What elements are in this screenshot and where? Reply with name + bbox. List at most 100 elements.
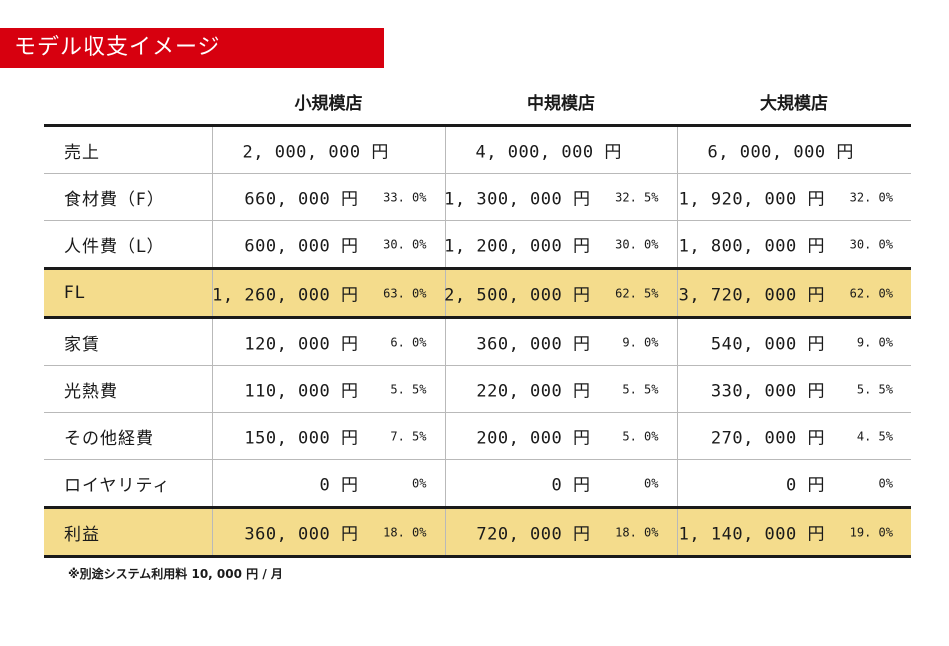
- value-cell: 1, 260, 000 円 63. 0%: [211, 267, 445, 319]
- amount: 2, 500, 000 円: [444, 285, 591, 306]
- amount: 4, 000, 000 円: [475, 142, 622, 163]
- value-cell: 270, 000 円 4. 5%: [676, 412, 911, 460]
- value-cell: 540, 000 円 9. 0%: [676, 317, 911, 366]
- amount: 110, 000 円: [244, 381, 359, 402]
- value-cell: 1, 300, 000 円 32. 5%: [444, 173, 677, 221]
- amount: 1, 200, 000 円: [444, 236, 591, 257]
- amount: 1, 300, 000 円: [444, 189, 591, 210]
- value-cell: 360, 000 円 18. 0%: [211, 507, 445, 558]
- amount: 3, 720, 000 円: [678, 285, 825, 306]
- amount: 2, 000, 000 円: [242, 142, 389, 163]
- value-cell: 120, 000 円 6. 0%: [211, 317, 445, 366]
- table-row-fl: FL 1, 260, 000 円 63. 0% 2, 500, 000 円 62. …: [44, 267, 911, 319]
- value-cell: 1, 800, 000 円 30. 0%: [676, 220, 911, 269]
- amount: 0 円: [319, 475, 359, 496]
- table-row-profit: 利益 360, 000 円 18. 0% 720, 000 円 18. 0% 1, …: [44, 507, 911, 558]
- amount: 0 円: [551, 475, 591, 496]
- amount: 270, 000 円: [710, 428, 825, 449]
- percentage: 63. 0%: [383, 286, 427, 301]
- footnote: ※別途システム利用料 10, 000 円 / 月: [68, 567, 283, 581]
- amount: 600, 000 円: [244, 236, 359, 257]
- page-title: モデル収支イメージ: [0, 28, 384, 68]
- value-cell: 4, 000, 000 円: [444, 124, 677, 174]
- row-label: FL: [44, 267, 212, 319]
- amount: 1, 140, 000 円: [678, 524, 825, 545]
- percentage: 33. 0%: [383, 190, 427, 205]
- value-cell: 0 円 0%: [211, 459, 445, 509]
- value-cell: 600, 000 円 30. 0%: [211, 220, 445, 269]
- value-cell: 6, 000, 000 円: [676, 124, 911, 174]
- value-cell: 200, 000 円 5. 0%: [444, 412, 677, 460]
- percentage: 30. 0%: [849, 237, 893, 252]
- percentage: 9. 0%: [622, 335, 659, 350]
- percentage: 4. 5%: [856, 429, 893, 444]
- percentage: 32. 0%: [849, 190, 893, 205]
- income-table: 売上 2, 000, 000 円 4, 000, 000 円 6, 000, 0…: [44, 124, 911, 558]
- percentage: 32. 5%: [615, 190, 659, 205]
- value-cell: 1, 200, 000 円 30. 0%: [444, 220, 677, 269]
- column-header-small: 小規模店: [294, 94, 363, 114]
- value-cell: 2, 500, 000 円 62. 5%: [444, 267, 677, 319]
- table-row-other-expenses: その他経費 150, 000 円 7. 5% 200, 000 円 5. 0% 27…: [44, 412, 911, 460]
- value-cell: 150, 000 円 7. 5%: [211, 412, 445, 460]
- percentage: 19. 0%: [849, 525, 893, 540]
- percentage: 62. 0%: [849, 286, 893, 301]
- amount: 220, 000 円: [476, 381, 591, 402]
- row-label: 利益: [44, 507, 212, 558]
- table-row-utilities: 光熱費 110, 000 円 5. 5% 220, 000 円 5. 5% 330,…: [44, 365, 911, 413]
- amount: 360, 000 円: [244, 524, 359, 545]
- percentage: 5. 5%: [390, 382, 427, 397]
- value-cell: 2, 000, 000 円: [211, 124, 445, 174]
- table-row-labor-cost: 人件費（L） 600, 000 円 30. 0% 1, 200, 000 円 30.…: [44, 220, 911, 269]
- table-row-sales: 売上 2, 000, 000 円 4, 000, 000 円 6, 000, 0…: [44, 124, 911, 174]
- percentage: 5. 5%: [856, 382, 893, 397]
- amount: 1, 800, 000 円: [678, 236, 825, 257]
- value-cell: 360, 000 円 9. 0%: [444, 317, 677, 366]
- percentage: 30. 0%: [383, 237, 427, 252]
- value-cell: 1, 920, 000 円 32. 0%: [676, 173, 911, 221]
- value-cell: 0 円 0%: [444, 459, 677, 509]
- amount: 6, 000, 000 円: [707, 142, 854, 163]
- value-cell: 720, 000 円 18. 0%: [444, 507, 677, 558]
- value-cell: 660, 000 円 33. 0%: [211, 173, 445, 221]
- row-label: 家賃: [44, 317, 212, 366]
- percentage: 18. 0%: [383, 525, 427, 540]
- percentage: 18. 0%: [615, 525, 659, 540]
- amount: 1, 920, 000 円: [678, 189, 825, 210]
- amount: 720, 000 円: [476, 524, 591, 545]
- row-label: 光熱費: [44, 365, 212, 413]
- percentage: 9. 0%: [856, 335, 893, 350]
- value-cell: 0 円 0%: [676, 459, 911, 509]
- percentage: 0%: [644, 476, 659, 491]
- amount: 360, 000 円: [476, 334, 591, 355]
- value-cell: 1, 140, 000 円 19. 0%: [676, 507, 911, 558]
- percentage: 0%: [878, 476, 893, 491]
- amount: 120, 000 円: [244, 334, 359, 355]
- amount: 660, 000 円: [244, 189, 359, 210]
- value-cell: 3, 720, 000 円 62. 0%: [676, 267, 911, 319]
- percentage: 0%: [412, 476, 427, 491]
- amount: 1, 260, 000 円: [212, 285, 359, 306]
- row-label: ロイヤリティ: [44, 459, 212, 509]
- amount: 150, 000 円: [244, 428, 359, 449]
- table-row-royalty: ロイヤリティ 0 円 0% 0 円 0% 0 円 0%: [44, 459, 911, 509]
- value-cell: 220, 000 円 5. 5%: [444, 365, 677, 413]
- amount: 330, 000 円: [710, 381, 825, 402]
- row-label: その他経費: [44, 412, 212, 460]
- amount: 540, 000 円: [710, 334, 825, 355]
- table-row-food-cost: 食材費（F） 660, 000 円 33. 0% 1, 300, 000 円 32.…: [44, 173, 911, 221]
- column-headers: 小規模店 中規模店 大規模店: [44, 88, 911, 124]
- row-label: 人件費（L）: [44, 220, 212, 269]
- column-header-large: 大規模店: [760, 94, 828, 114]
- percentage: 62. 5%: [615, 286, 659, 301]
- percentage: 5. 5%: [622, 382, 659, 397]
- value-cell: 330, 000 円 5. 5%: [676, 365, 911, 413]
- percentage: 30. 0%: [615, 237, 659, 252]
- percentage: 5. 0%: [622, 429, 659, 444]
- table-row-rent: 家賃 120, 000 円 6. 0% 360, 000 円 9. 0% 540, …: [44, 317, 911, 366]
- amount: 200, 000 円: [476, 428, 591, 449]
- column-header-medium: 中規模店: [527, 94, 595, 114]
- amount: 0 円: [786, 475, 825, 496]
- percentage: 7. 5%: [390, 429, 427, 444]
- percentage: 6. 0%: [390, 335, 427, 350]
